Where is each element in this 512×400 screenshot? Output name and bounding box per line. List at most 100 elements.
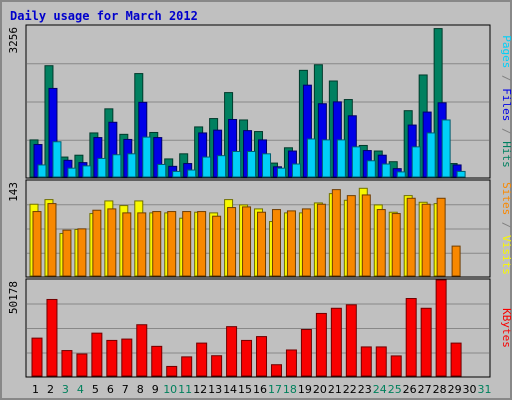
bar-pages-day-18 <box>291 163 301 178</box>
bar-sites-day-14 <box>227 207 237 277</box>
x-tick-label-day-1: 1 <box>32 383 39 396</box>
bar-kbytes-day-28 <box>435 279 447 377</box>
bar-kbytes-day-27 <box>420 307 432 377</box>
x-tick-label-day-13: 13 <box>208 383 222 396</box>
legend-entry: / <box>500 215 512 235</box>
x-tick-label-day-10: 10 <box>163 383 177 396</box>
bar-pages-day-13 <box>217 155 227 178</box>
x-tick-label-day-16: 16 <box>253 383 267 396</box>
bar-pages-day-11 <box>187 169 197 178</box>
bar-pages-day-1 <box>37 164 47 178</box>
x-tick-label-day-31: 31 <box>478 383 492 396</box>
bar-sites-day-9 <box>152 211 162 277</box>
x-tick-label-day-6: 6 <box>107 383 114 396</box>
bar-pages-day-9 <box>157 163 167 178</box>
x-tick-label-day-4: 4 <box>77 383 84 396</box>
bar-kbytes-day-29 <box>450 342 462 377</box>
bar-kbytes-day-9 <box>151 345 163 377</box>
bar-kbytes-day-8 <box>136 324 148 377</box>
bar-sites-day-4 <box>77 228 87 277</box>
x-tick-label-day-27: 27 <box>418 383 432 396</box>
x-tick-label-day-20: 20 <box>313 383 327 396</box>
bar-pages-day-24 <box>381 163 391 178</box>
x-tick-label-day-2: 2 <box>47 383 54 396</box>
x-tick-label-day-7: 7 <box>122 383 129 396</box>
bar-pages-day-2 <box>52 141 62 178</box>
bar-sites-day-2 <box>47 203 57 277</box>
bar-kbytes-day-25 <box>390 355 402 377</box>
x-tick-label-day-25: 25 <box>388 383 402 396</box>
bar-sites-day-11 <box>182 211 192 277</box>
x-tick-label-day-9: 9 <box>152 383 159 396</box>
bar-kbytes-day-4 <box>76 353 88 377</box>
bar-kbytes-day-22 <box>345 304 357 377</box>
bar-kbytes-day-20 <box>315 312 327 377</box>
x-tick-label-day-22: 22 <box>343 383 357 396</box>
legend-entry: Sites <box>500 182 512 215</box>
x-tick-label-day-21: 21 <box>328 383 342 396</box>
bar-kbytes-day-5 <box>91 332 103 377</box>
bar-sites-day-1 <box>32 211 42 277</box>
bar-pages-day-26 <box>411 146 421 178</box>
bar-pages-day-5 <box>97 157 107 178</box>
x-tick-label-day-14: 14 <box>223 383 237 396</box>
bar-pages-day-16 <box>262 153 272 178</box>
bar-kbytes-day-11 <box>181 356 193 377</box>
bar-sites-day-25 <box>391 213 401 277</box>
bar-kbytes-day-16 <box>256 336 268 377</box>
bar-sites-day-10 <box>167 211 177 277</box>
bar-sites-day-12 <box>197 211 207 277</box>
bar-kbytes-day-12 <box>196 342 208 377</box>
x-tick-label-day-17: 17 <box>268 383 282 396</box>
bar-pages-day-28 <box>441 119 451 178</box>
bar-pages-day-3 <box>67 167 77 178</box>
bar-sites-day-21 <box>331 189 341 277</box>
bar-sites-day-6 <box>107 208 117 277</box>
bar-pages-day-21 <box>336 139 346 178</box>
bar-sites-day-24 <box>376 209 386 277</box>
bar-sites-day-18 <box>286 210 296 277</box>
bar-sites-day-16 <box>257 211 267 277</box>
plot-area-border <box>25 179 491 278</box>
bar-kbytes-day-23 <box>360 346 372 377</box>
bar-kbytes-day-6 <box>106 339 118 377</box>
legend-entry: / <box>500 68 512 88</box>
x-tick-label-day-24: 24 <box>373 383 387 396</box>
bar-pages-day-12 <box>202 156 212 178</box>
x-tick-label-day-23: 23 <box>358 383 372 396</box>
bar-kbytes-day-2 <box>46 298 58 377</box>
bar-sites-day-15 <box>242 206 252 277</box>
bar-kbytes-day-17 <box>270 364 282 377</box>
bar-kbytes-day-3 <box>61 350 73 377</box>
bar-kbytes-day-7 <box>121 338 133 377</box>
bar-sites-day-29 <box>451 245 461 277</box>
x-tick-label-day-3: 3 <box>62 383 69 396</box>
bar-kbytes-day-26 <box>405 298 417 377</box>
legend-entry: Visits <box>500 235 512 275</box>
x-tick-label-day-19: 19 <box>298 383 312 396</box>
bar-sites-day-13 <box>212 215 222 277</box>
bar-pages-day-29 <box>456 170 466 178</box>
bar-pages-day-20 <box>321 139 331 178</box>
bar-sites-day-27 <box>421 203 431 277</box>
bar-sites-day-5 <box>92 209 102 277</box>
bar-sites-day-19 <box>301 208 311 277</box>
x-tick-label-day-29: 29 <box>448 383 462 396</box>
bar-sites-day-20 <box>316 203 326 277</box>
bar-pages-day-19 <box>306 138 316 178</box>
bar-pages-day-4 <box>82 165 92 178</box>
bar-pages-day-8 <box>142 136 152 178</box>
chart-title: Daily usage for March 2012 <box>10 9 198 23</box>
legend-0: Pages / Files / Hits <box>500 35 512 168</box>
y-max-label: 143 <box>7 182 20 202</box>
bar-pages-day-7 <box>127 153 137 178</box>
x-tick-label-day-5: 5 <box>92 383 99 396</box>
bar-kbytes-day-14 <box>226 326 238 377</box>
y-max-label: 3256 <box>7 27 20 54</box>
bar-kbytes-day-24 <box>375 346 387 377</box>
bar-sites-day-23 <box>361 194 371 277</box>
bar-kbytes-day-21 <box>330 307 342 377</box>
x-tick-label-day-30: 30 <box>463 383 477 396</box>
bar-pages-day-14 <box>232 150 242 178</box>
